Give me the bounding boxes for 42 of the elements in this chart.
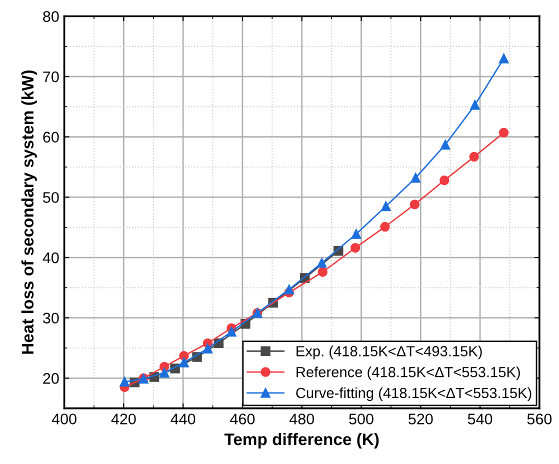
point — [410, 200, 420, 210]
y-tick-label: 40 — [42, 252, 59, 264]
point — [498, 128, 509, 138]
point — [498, 54, 509, 64]
x-axis-title: Temp difference (K) — [224, 432, 379, 449]
point — [318, 267, 328, 277]
y-tick-label: 80 — [43, 11, 59, 22]
point — [470, 100, 480, 110]
point — [316, 258, 327, 268]
x-tick-label: 440 — [170, 414, 196, 424]
y-axis-title: Heat loss of secondary system (kW) — [21, 70, 37, 354]
point — [381, 201, 391, 212]
point — [440, 140, 450, 150]
point — [410, 173, 420, 183]
x-tick-label: 540 — [468, 414, 492, 424]
legend-label: Curve-fitting (418.15K<ΔT<553.15K) — [296, 387, 532, 402]
x-tick-label: 420 — [111, 414, 136, 424]
y-tick-label: 70 — [43, 71, 59, 82]
point — [179, 350, 189, 361]
point — [351, 229, 362, 239]
x-tick-label: 460 — [230, 414, 255, 424]
point — [440, 175, 450, 186]
y-tick-label: 50 — [43, 192, 59, 203]
y-tick-label: 20 — [43, 373, 59, 384]
legend-label: Exp. (418.15K<ΔT<493.15K) — [296, 346, 482, 360]
x-tick-label: 500 — [349, 414, 374, 424]
point — [202, 344, 213, 354]
legend-label: Reference (418.15K<ΔT<553.15K) — [296, 366, 520, 380]
x-tick-label: 480 — [289, 414, 314, 424]
point — [120, 376, 130, 387]
x-tick-label: 400 — [52, 414, 76, 424]
point — [179, 358, 189, 368]
point — [226, 326, 236, 337]
point — [284, 284, 294, 294]
point — [350, 243, 360, 253]
x-tick-label: 520 — [408, 414, 433, 424]
point — [160, 368, 170, 378]
point — [469, 152, 479, 162]
y-tick-label: 60 — [43, 132, 59, 143]
x-tick-label: 560 — [527, 414, 552, 424]
y-tick-label: 30 — [43, 312, 59, 324]
point — [380, 222, 390, 232]
